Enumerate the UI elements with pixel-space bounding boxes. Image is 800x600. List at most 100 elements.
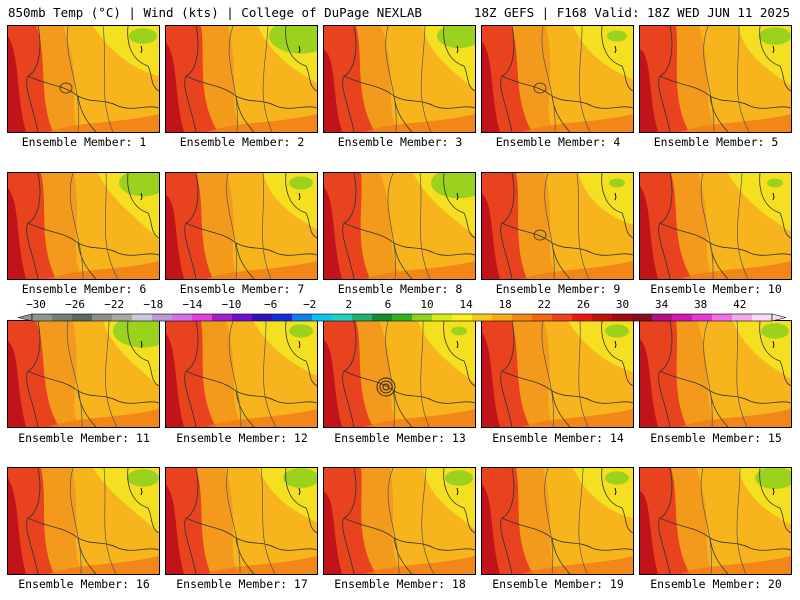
colorbar-swatch <box>672 314 693 321</box>
ensemble-member-label: Ensemble Member: 18 <box>334 577 466 591</box>
ensemble-panel <box>323 25 476 133</box>
ensemble-member-label: Ensemble Member: 12 <box>176 431 308 445</box>
colorbar-swatch <box>192 314 213 321</box>
colorbar-tick-label: −6 <box>264 298 277 311</box>
temperature-map <box>166 468 317 574</box>
ensemble-member-label: Ensemble Member: 3 <box>337 135 463 149</box>
colorbar-tick-label: 34 <box>655 298 669 311</box>
colorbar-arrow-right <box>771 313 787 322</box>
colorbar-swatch <box>412 314 433 321</box>
model-run-info: 18Z GEFS | F168 Valid: 18Z WED JUN 11 20… <box>473 5 790 20</box>
ensemble-member-label: Ensemble Member: 10 <box>650 282 782 296</box>
ensemble-member-label: Ensemble Member: 15 <box>650 431 782 445</box>
colorbar-swatch <box>692 314 713 321</box>
ensemble-member-label: Ensemble Member: 1 <box>21 135 147 149</box>
colorbar-swatch <box>392 314 413 321</box>
colorbar-tick-label: 30 <box>616 298 629 311</box>
colorbar-tick-label: −18 <box>143 298 163 311</box>
title-bar: 850mb Temp (°C) | Wind (kts) | College o… <box>0 0 800 22</box>
colorbar-swatch <box>512 314 533 321</box>
ensemble-member-label: Ensemble Member: 13 <box>334 431 466 445</box>
colorbar-swatch <box>212 314 233 321</box>
ensemble-member-label: Ensemble Member: 20 <box>650 577 782 591</box>
ensemble-member-label: Ensemble Member: 19 <box>492 577 624 591</box>
colorbar-swatch <box>372 314 393 321</box>
temperature-map <box>640 26 791 132</box>
temperature-map <box>166 173 317 279</box>
ensemble-member-label: Ensemble Member: 9 <box>495 282 621 296</box>
colorbar-swatch <box>252 314 273 321</box>
colorbar-tick-label: 18 <box>499 298 512 311</box>
ensemble-panel <box>7 467 160 575</box>
colorbar-swatch <box>492 314 513 321</box>
colorbar-swatch <box>592 314 613 321</box>
colorbar-tick-label: −10 <box>222 298 242 311</box>
ensemble-panel <box>165 25 318 133</box>
ensemble-panel <box>639 172 792 280</box>
temperature-map <box>482 321 633 427</box>
temperature-map <box>166 321 317 427</box>
temperature-map <box>324 173 475 279</box>
temperature-map <box>324 321 475 427</box>
colorbar-swatch <box>532 314 553 321</box>
colorbar-swatch <box>472 314 493 321</box>
temperature-map <box>324 468 475 574</box>
colorbar-tick-label: 26 <box>577 298 590 311</box>
colorbar-swatch <box>332 314 353 321</box>
colorbar-swatch <box>112 314 133 321</box>
ensemble-member-label: Ensemble Member: 6 <box>21 282 147 296</box>
temperature-map <box>640 468 791 574</box>
ensemble-panel <box>323 467 476 575</box>
colorbar-tick-label: 38 <box>694 298 707 311</box>
colorbar-swatch <box>732 314 753 321</box>
colorbar-swatch <box>432 314 453 321</box>
ensemble-member-label: Ensemble Member: 5 <box>653 135 779 149</box>
colorbar-svg: −30 −26 −22 −18 −14 −10 −6 −2 2 6 10 14 18 22 26 30 34 38… <box>17 298 787 322</box>
ensemble-member-label: Ensemble Member: 16 <box>18 577 150 591</box>
map-title: 850mb Temp (°C) | Wind (kts) | College o… <box>8 5 422 20</box>
colorbar-swatch <box>172 314 193 321</box>
colorbar-swatch <box>92 314 113 321</box>
colorbar-tick-label: 2 <box>345 298 352 311</box>
colorbar-tick-label: −14 <box>182 298 202 311</box>
ensemble-panel <box>639 467 792 575</box>
colorbar-arrow-left <box>17 313 33 322</box>
colorbar-swatch <box>232 314 253 321</box>
ensemble-panel <box>323 320 476 428</box>
ensemble-panel <box>481 172 634 280</box>
temperature-map <box>482 26 633 132</box>
colorbar-swatch <box>292 314 313 321</box>
colorbar-swatch <box>612 314 633 321</box>
ensemble-panel <box>165 320 318 428</box>
temperature-map <box>482 173 633 279</box>
colorbar-tick-label: −30 <box>26 298 46 311</box>
colorbar-tick-label: −26 <box>65 298 85 311</box>
colorbar-swatch <box>712 314 733 321</box>
temperature-map <box>8 173 159 279</box>
ensemble-panel <box>481 467 634 575</box>
colorbar-swatch <box>452 314 473 321</box>
colorbar-swatch <box>552 314 573 321</box>
ensemble-member-label: Ensemble Member: 2 <box>179 135 305 149</box>
colorbar-swatch <box>152 314 173 321</box>
colorbar-swatch <box>52 314 73 321</box>
colorbar-swatch <box>72 314 93 321</box>
colorbar-swatch <box>132 314 153 321</box>
colorbar-swatch <box>312 314 333 321</box>
colorbar-swatch <box>652 314 673 321</box>
colorbar-tick-label: 22 <box>538 298 551 311</box>
ensemble-member-label: Ensemble Member: 7 <box>179 282 305 296</box>
ensemble-member-label: Ensemble Member: 14 <box>492 431 624 445</box>
ensemble-panel <box>7 320 160 428</box>
temperature-map <box>482 468 633 574</box>
colorbar-tick-label: 42 <box>733 298 746 311</box>
temperature-map <box>8 26 159 132</box>
ensemble-member-label: Ensemble Member: 4 <box>495 135 621 149</box>
ensemble-panel <box>481 320 634 428</box>
colorbar-tick-label: −2 <box>303 298 316 311</box>
ensemble-member-label: Ensemble Member: 11 <box>18 431 150 445</box>
temperature-map <box>640 321 791 427</box>
colorbar-tick-label: 14 <box>459 298 473 311</box>
ensemble-panel <box>165 467 318 575</box>
colorbar-swatch <box>752 314 773 321</box>
